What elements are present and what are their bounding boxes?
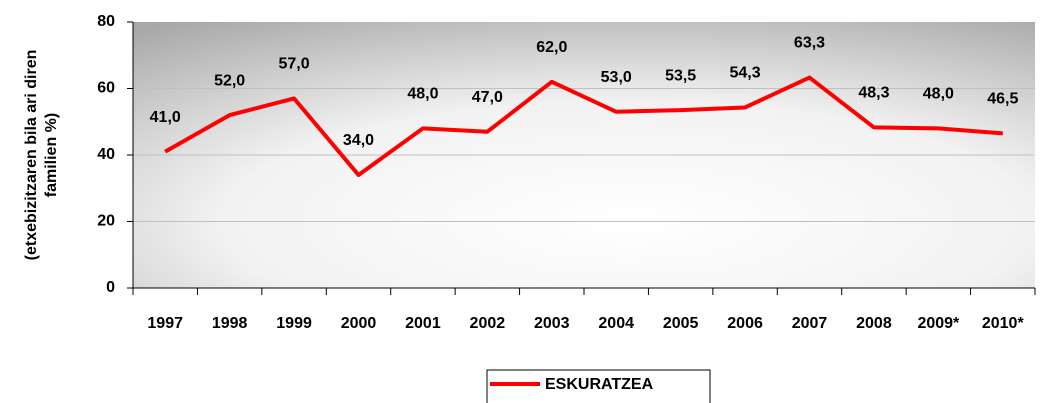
data-line [164,75,1003,177]
x-tick-label: 1999 [276,315,312,332]
x-tick-label: 2006 [727,315,763,332]
x-tick-label: 1998 [212,315,248,332]
data-label: 48,3 [858,85,889,102]
y-tick-label: 40 [97,146,115,163]
data-label: 53,0 [601,69,632,86]
data-label: 52,0 [214,72,245,89]
data-label: 47,0 [472,89,503,106]
y-axis-label: familien %) [43,113,60,197]
data-label: 48,0 [407,86,438,103]
data-label: 41,0 [150,109,181,126]
y-tick-label: 0 [106,279,115,296]
data-label: 54,3 [730,65,761,82]
legend-label: ESKURATZEA [545,376,654,393]
x-tick-label: 2000 [341,315,377,332]
data-label: 46,5 [987,91,1018,108]
x-tick-label: 2003 [534,315,570,332]
data-label: 34,0 [343,132,374,149]
legend [486,369,711,403]
y-tick-label: 60 [97,80,115,97]
y-axis-label: (etxebizitzaren bila ari diren [23,50,40,261]
data-label: 53,5 [665,67,696,84]
x-tick-label: 1997 [147,315,183,332]
data-label: 57,0 [279,56,310,73]
x-tick-label: 2001 [405,315,441,332]
data-label: 48,0 [923,86,954,103]
x-tick-label: 2007 [792,315,828,332]
data-label: 62,0 [536,39,567,56]
y-tick-label: 20 [97,213,115,230]
x-tick-label: 2002 [470,315,506,332]
y-tick-label: 80 [97,13,115,30]
x-tick-label: 2005 [663,315,699,332]
x-tick-label: 2004 [598,315,634,332]
data-label: 63,3 [794,35,825,52]
x-tick-label: 2010* [982,315,1025,332]
x-tick-label: 2008 [856,315,892,332]
x-tick-label: 2009* [917,315,960,332]
